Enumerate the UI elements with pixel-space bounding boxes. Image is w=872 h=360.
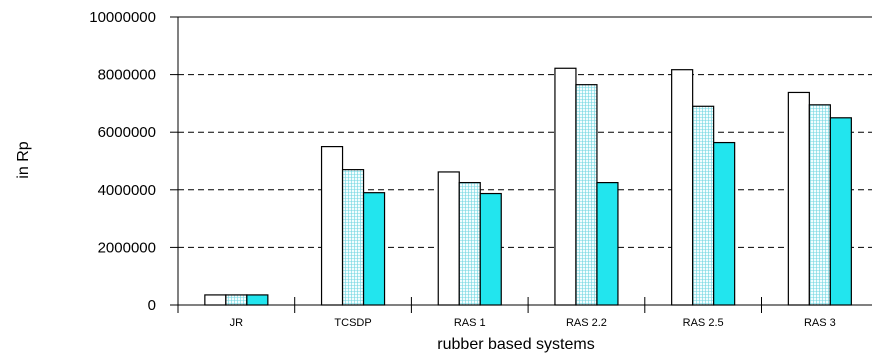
bar [787,91,810,306]
y-tick-label: 2000000 [98,239,156,256]
bar [692,105,715,306]
y-tick-label: 0 [148,297,156,314]
bar [808,104,831,306]
bar [225,294,248,306]
bar [341,169,365,306]
bar [479,192,502,306]
y-tick-label: 6000000 [98,124,156,141]
bar [437,171,460,306]
y-axis-title: in Rp [15,141,32,178]
bar [362,192,386,306]
x-tick-label: TCSDP [334,317,371,329]
labels: 0 2000000 4000000 6000000 8000000 10000000 JR T… [89,9,835,329]
bar [713,141,736,306]
grid-lines [178,74,872,248]
y-tick-label: 8000000 [98,67,156,84]
bar [596,182,619,306]
x-tick-label: RAS 3 [804,317,836,329]
bar [246,294,269,306]
bar [554,67,577,306]
bar [204,294,227,306]
x-tick-label: RAS 2.2 [566,317,607,329]
x-tick-label: RAS 1 [454,317,486,329]
axes [170,16,872,313]
bar [575,84,598,306]
y-tick-label: 4000000 [98,182,156,199]
bar [320,146,344,306]
x-axis-title: rubber based systems [437,336,594,353]
bars [204,67,852,306]
x-tick-label: RAS 2.5 [683,317,724,329]
bar [458,182,481,306]
x-tick-label: JR [230,317,244,329]
bar [829,117,852,306]
y-tick-label: 10000000 [89,9,156,26]
bar [671,69,694,306]
